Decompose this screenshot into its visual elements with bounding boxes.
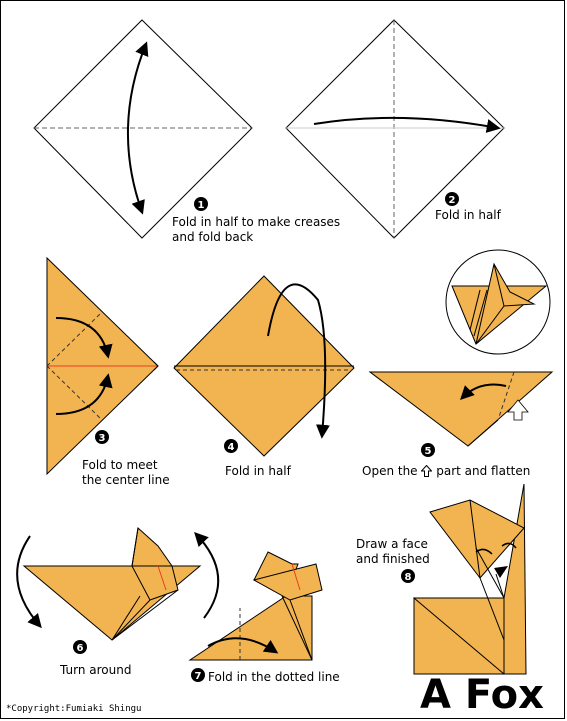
step-4-badge: 4	[224, 439, 238, 453]
step-8-badge: 8	[401, 569, 415, 583]
svg-text:1: 1	[198, 200, 205, 211]
svg-text:6: 6	[77, 643, 84, 654]
step-2-badge: 2	[445, 192, 459, 206]
step-2-caption: Fold in half	[435, 208, 501, 222]
svg-text:5: 5	[425, 446, 432, 457]
hollow-up-arrow-icon	[420, 464, 434, 481]
step-1-caption: Fold in half to make creases and fold ba…	[172, 215, 341, 244]
step-5-caption: Open the part and flatten	[362, 464, 530, 481]
svg-text:7: 7	[195, 671, 202, 682]
copyright-notice: *Copyright:Fumiaki Shingu	[6, 704, 142, 714]
step-5-illustration	[368, 249, 554, 447]
svg-text:2: 2	[449, 195, 456, 206]
step-3-illustration	[46, 256, 159, 476]
step-3-badge: 3	[95, 430, 109, 444]
fox-nose	[494, 566, 508, 578]
svg-text:4: 4	[228, 442, 235, 453]
fox-left-eye	[475, 548, 493, 555]
step-7-caption: Fold in the dotted line	[208, 670, 340, 684]
step-2-illustration	[285, 19, 505, 239]
step-5-badge: 5	[421, 443, 435, 457]
step-7-illustration	[188, 551, 323, 661]
step-4-illustration	[173, 275, 355, 457]
step-6-caption: Turn around	[60, 663, 132, 677]
step-badges: 1 2 3 4 5 6 7 8	[73, 192, 459, 682]
step-8-illustration	[413, 483, 527, 675]
fox-right-eye	[501, 542, 517, 549]
step-3-caption: Fold to meet the center line	[82, 458, 170, 487]
step-4-caption: Fold in half	[225, 464, 291, 478]
step-8-caption: Draw a face and finished	[356, 537, 430, 566]
fold-and-back-arrow	[127, 41, 149, 215]
svg-text:3: 3	[99, 433, 106, 444]
step-1-badge: 1	[194, 197, 208, 211]
step-7-badge: 7	[191, 668, 205, 682]
step-1-illustration	[33, 19, 253, 239]
step-6-badge: 6	[73, 640, 87, 654]
step-6-illustration	[16, 527, 220, 641]
fold-arrow	[313, 116, 501, 133]
page-title: A Fox	[420, 672, 544, 718]
svg-text:8: 8	[405, 572, 412, 583]
